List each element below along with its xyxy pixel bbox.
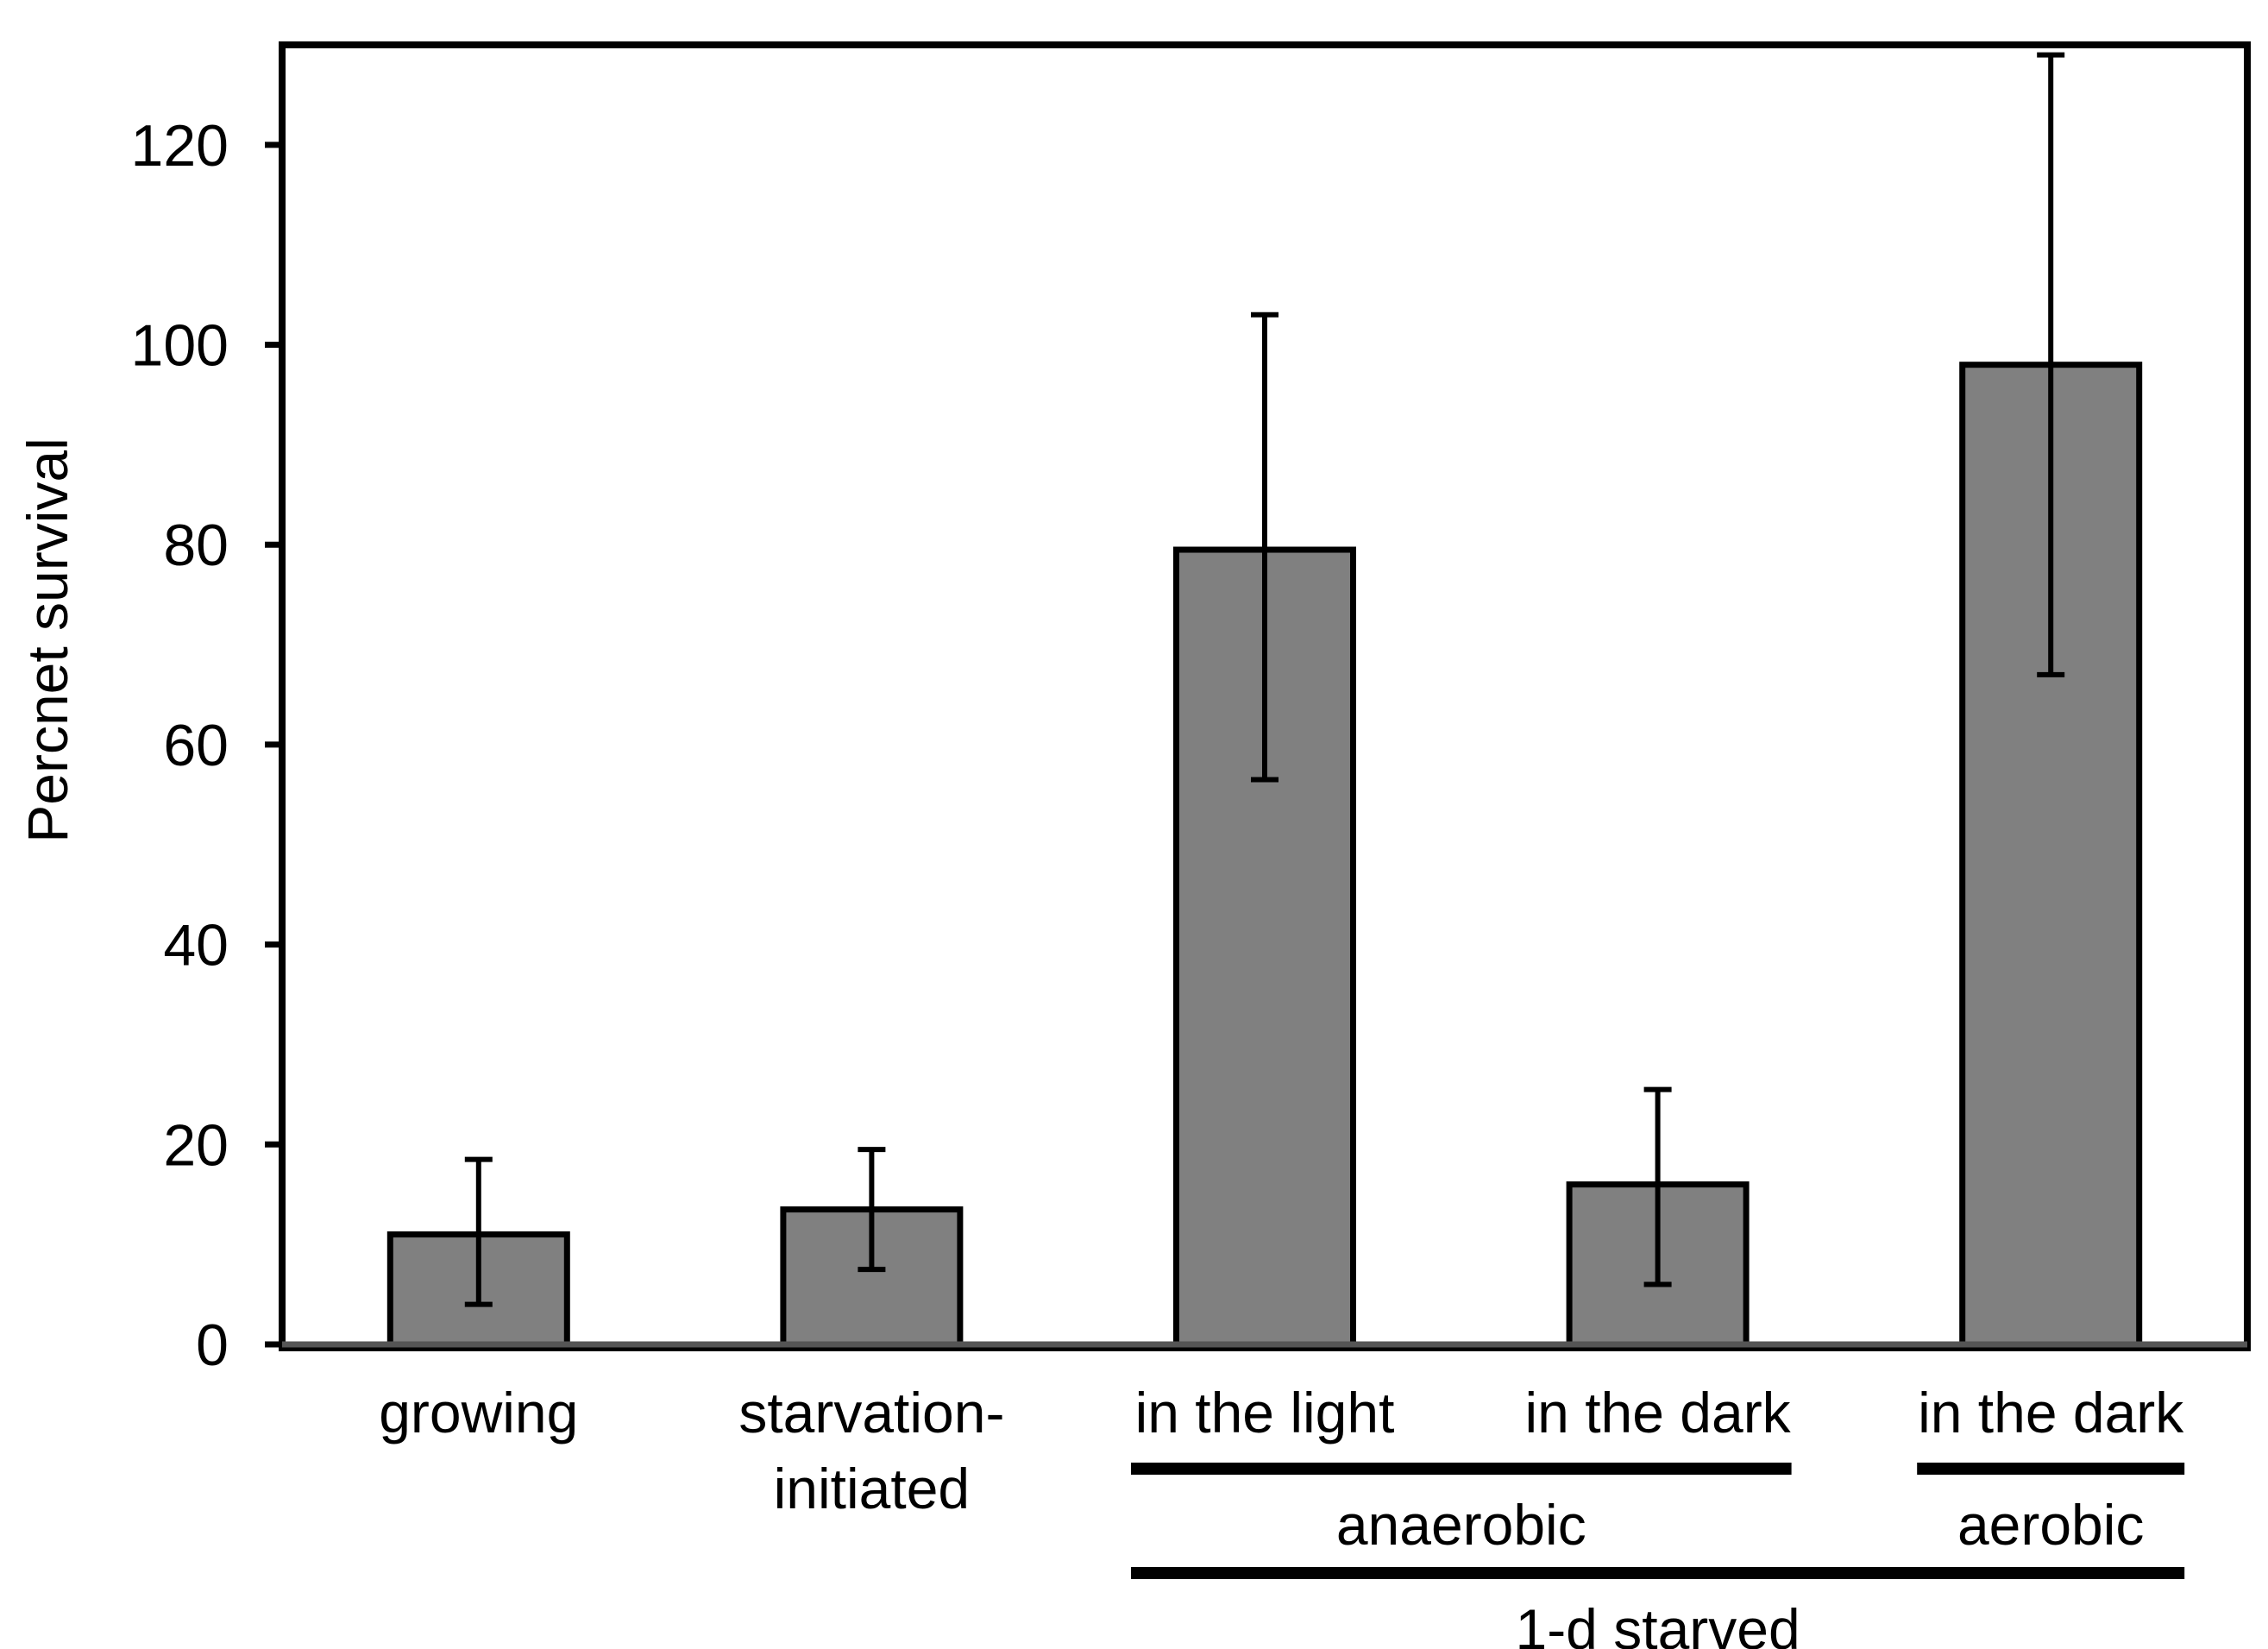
group-bracket-label: aerobic (1957, 1493, 2144, 1557)
x-category-label: in the light (1135, 1381, 1395, 1444)
x-category-label: starvation-initiated (738, 1381, 1004, 1520)
group-bracket-label: 1-d starved (1516, 1597, 1800, 1649)
plot-frame (279, 41, 2251, 1351)
x-category-label: in the dark (1918, 1381, 2184, 1444)
y-axis-ticks: 0 20 40 60 80 100 120 (131, 113, 282, 1378)
y-tick-label: 40 (163, 913, 229, 979)
y-tick-label: 60 (163, 713, 229, 778)
y-tick-label: 0 (196, 1312, 229, 1378)
y-tick-label: 20 (163, 1112, 229, 1178)
y-tick-label: 80 (163, 513, 229, 578)
y-tick-label: 100 (131, 313, 229, 379)
error-bars (464, 52, 2065, 1307)
y-axis-label: Percnet survival (16, 437, 79, 843)
group-brackets: anaerobic aerobic 1-d starved (1131, 1463, 2185, 1649)
group-bracket-label: anaerobic (1336, 1493, 1586, 1557)
x-category-label: growing (379, 1381, 578, 1444)
x-category-label: in the dark (1525, 1381, 1792, 1444)
y-tick-label: 120 (131, 113, 229, 179)
x-axis-category-labels: growing starvation-initiated in the light i… (379, 1381, 2184, 1520)
